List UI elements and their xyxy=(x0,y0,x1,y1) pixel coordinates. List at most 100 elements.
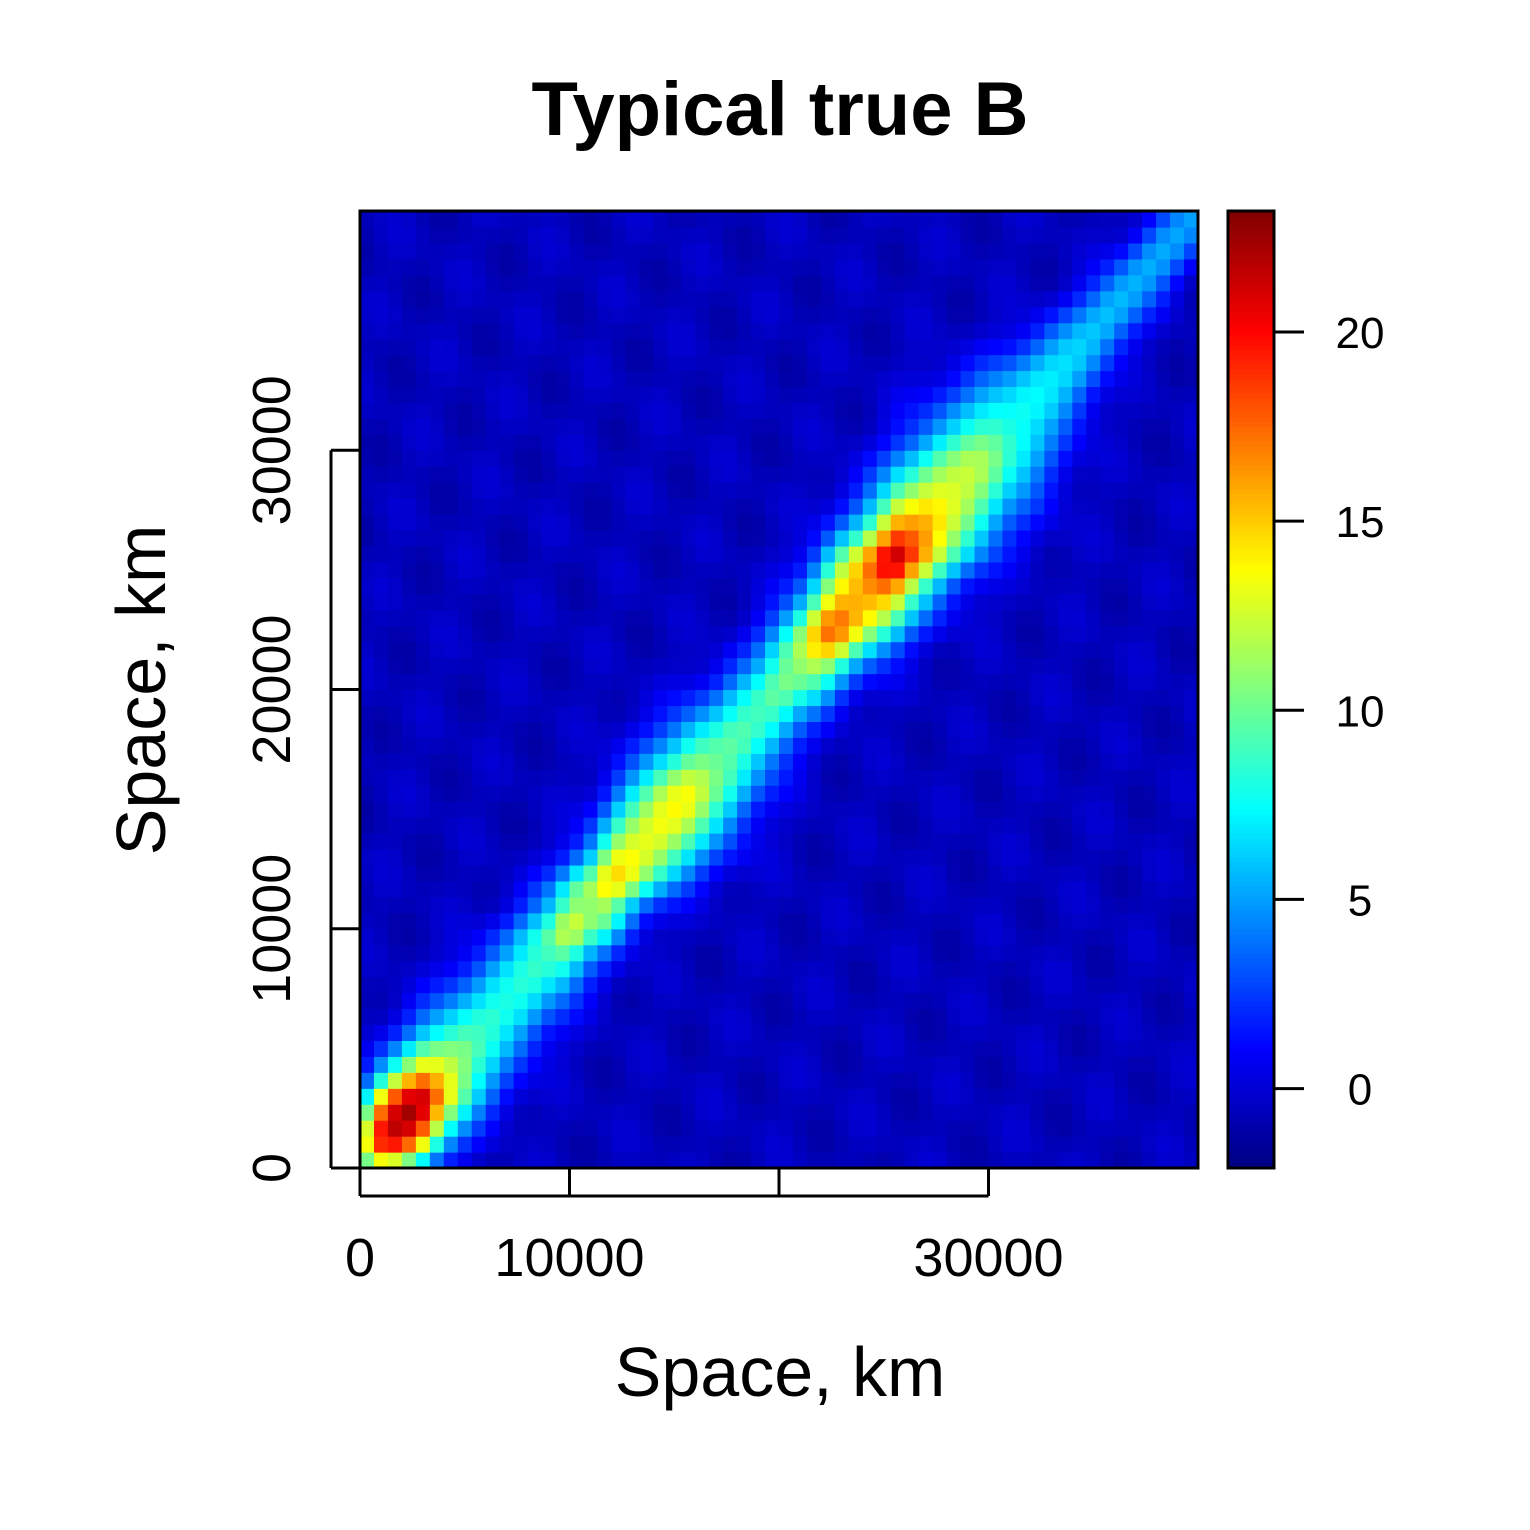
heatmap-cell xyxy=(834,849,850,866)
heatmap-cell xyxy=(848,1072,864,1089)
heatmap-cell xyxy=(360,992,375,1010)
heatmap-cell xyxy=(387,402,403,419)
colorbar-step xyxy=(1228,301,1274,308)
heatmap-cell xyxy=(974,434,990,451)
heatmap-cell xyxy=(443,928,459,946)
heatmap-cell xyxy=(1002,992,1018,1010)
heatmap-cell xyxy=(918,801,934,818)
heatmap-cell xyxy=(625,673,640,691)
heatmap-cell xyxy=(360,1072,375,1089)
heatmap-cell xyxy=(1016,1008,1031,1026)
heatmap-cell xyxy=(695,593,710,611)
heatmap-cell xyxy=(667,960,682,978)
heatmap-cell xyxy=(569,689,585,707)
heatmap-cell xyxy=(1114,593,1129,611)
heatmap-cell xyxy=(1170,1136,1185,1153)
heatmap-cell xyxy=(373,354,389,372)
heatmap-cell xyxy=(765,1056,780,1073)
heatmap-cell xyxy=(653,689,668,707)
heatmap-cell xyxy=(360,625,375,643)
heatmap-cell xyxy=(932,769,948,786)
heatmap-cell xyxy=(918,960,934,978)
heatmap-cell xyxy=(1058,434,1073,451)
heatmap-cell xyxy=(1142,482,1157,499)
heatmap-cell xyxy=(1128,1024,1143,1041)
heatmap-cell xyxy=(360,657,375,675)
heatmap-cell xyxy=(1128,545,1143,563)
heatmap-cell xyxy=(401,545,417,563)
heatmap-cell xyxy=(946,641,962,659)
heatmap-cell xyxy=(876,609,892,627)
heatmap-cell xyxy=(597,322,612,340)
heatmap-cell xyxy=(737,625,752,643)
colorbar-step xyxy=(1228,522,1274,528)
heatmap-cell xyxy=(583,1072,599,1089)
heatmap-cell xyxy=(429,242,445,260)
heatmap-cell xyxy=(862,689,878,707)
heatmap-cell xyxy=(751,737,766,754)
colorbar-step xyxy=(1228,746,1274,753)
heatmap-cell xyxy=(834,1008,850,1026)
heatmap-cell xyxy=(751,466,766,483)
heatmap-cell xyxy=(373,1104,389,1121)
heatmap-cell xyxy=(848,370,864,388)
heatmap-cell xyxy=(1016,1088,1031,1105)
heatmap-cell xyxy=(471,322,487,340)
heatmap-cell xyxy=(1030,274,1045,292)
heatmap-cell xyxy=(485,1136,501,1153)
heatmap-cell xyxy=(401,641,417,659)
heatmap-cell xyxy=(1086,1008,1101,1026)
heatmap-cell xyxy=(751,434,766,451)
heatmap-cell xyxy=(918,322,934,340)
heatmap-cell xyxy=(667,833,682,850)
colorbar-step xyxy=(1228,1072,1274,1078)
heatmap-cell xyxy=(1142,801,1157,818)
heatmap-cell xyxy=(904,721,920,738)
colorbar-step xyxy=(1228,211,1274,217)
heatmap-cell xyxy=(960,896,976,914)
heatmap-cell xyxy=(1044,817,1059,834)
heatmap-cell xyxy=(932,434,948,451)
heatmap-cell xyxy=(527,306,543,324)
heatmap-cell xyxy=(1100,928,1115,946)
heatmap-cell xyxy=(988,211,1004,228)
heatmap-cell xyxy=(848,593,864,611)
heatmap-cell xyxy=(946,530,962,547)
heatmap-cell xyxy=(360,418,375,435)
heatmap-cell xyxy=(1016,944,1031,962)
heatmap-cell xyxy=(1030,226,1045,244)
heatmap-cell xyxy=(471,593,487,611)
heatmap-cell xyxy=(443,1040,459,1057)
heatmap-cell xyxy=(904,322,920,340)
heatmap-cell xyxy=(792,274,808,292)
heatmap-cell xyxy=(695,1072,710,1089)
heatmap-cell xyxy=(1142,290,1157,308)
heatmap-cell xyxy=(1100,769,1115,786)
heatmap-cell xyxy=(443,450,459,467)
heatmap-cell xyxy=(723,849,738,866)
heatmap-cell xyxy=(1170,1040,1185,1057)
heatmap-cell xyxy=(625,593,640,611)
heatmap-cell xyxy=(541,1104,557,1121)
heatmap-cell xyxy=(513,864,529,882)
heatmap-cell xyxy=(583,1056,599,1073)
heatmap-cell xyxy=(471,274,487,292)
colorbar-step xyxy=(1228,364,1274,370)
heatmap-cell xyxy=(555,641,571,659)
heatmap-cell xyxy=(834,530,850,547)
heatmap-cell xyxy=(1086,801,1101,818)
heatmap-cell xyxy=(974,801,990,818)
heatmap-cell xyxy=(709,1072,724,1089)
heatmap-cell xyxy=(667,1152,682,1169)
heatmap-cell xyxy=(485,880,501,898)
heatmap-cell xyxy=(611,242,626,260)
heatmap-cell xyxy=(457,769,473,786)
heatmap-cell xyxy=(1100,211,1115,228)
heatmap-cell xyxy=(862,721,878,738)
heatmap-cell xyxy=(695,402,710,419)
colorbar-step xyxy=(1228,876,1274,882)
heatmap-cell xyxy=(1170,705,1185,722)
heatmap-cell xyxy=(834,737,850,754)
heatmap-cell xyxy=(583,258,599,276)
heatmap-cell xyxy=(555,737,571,754)
